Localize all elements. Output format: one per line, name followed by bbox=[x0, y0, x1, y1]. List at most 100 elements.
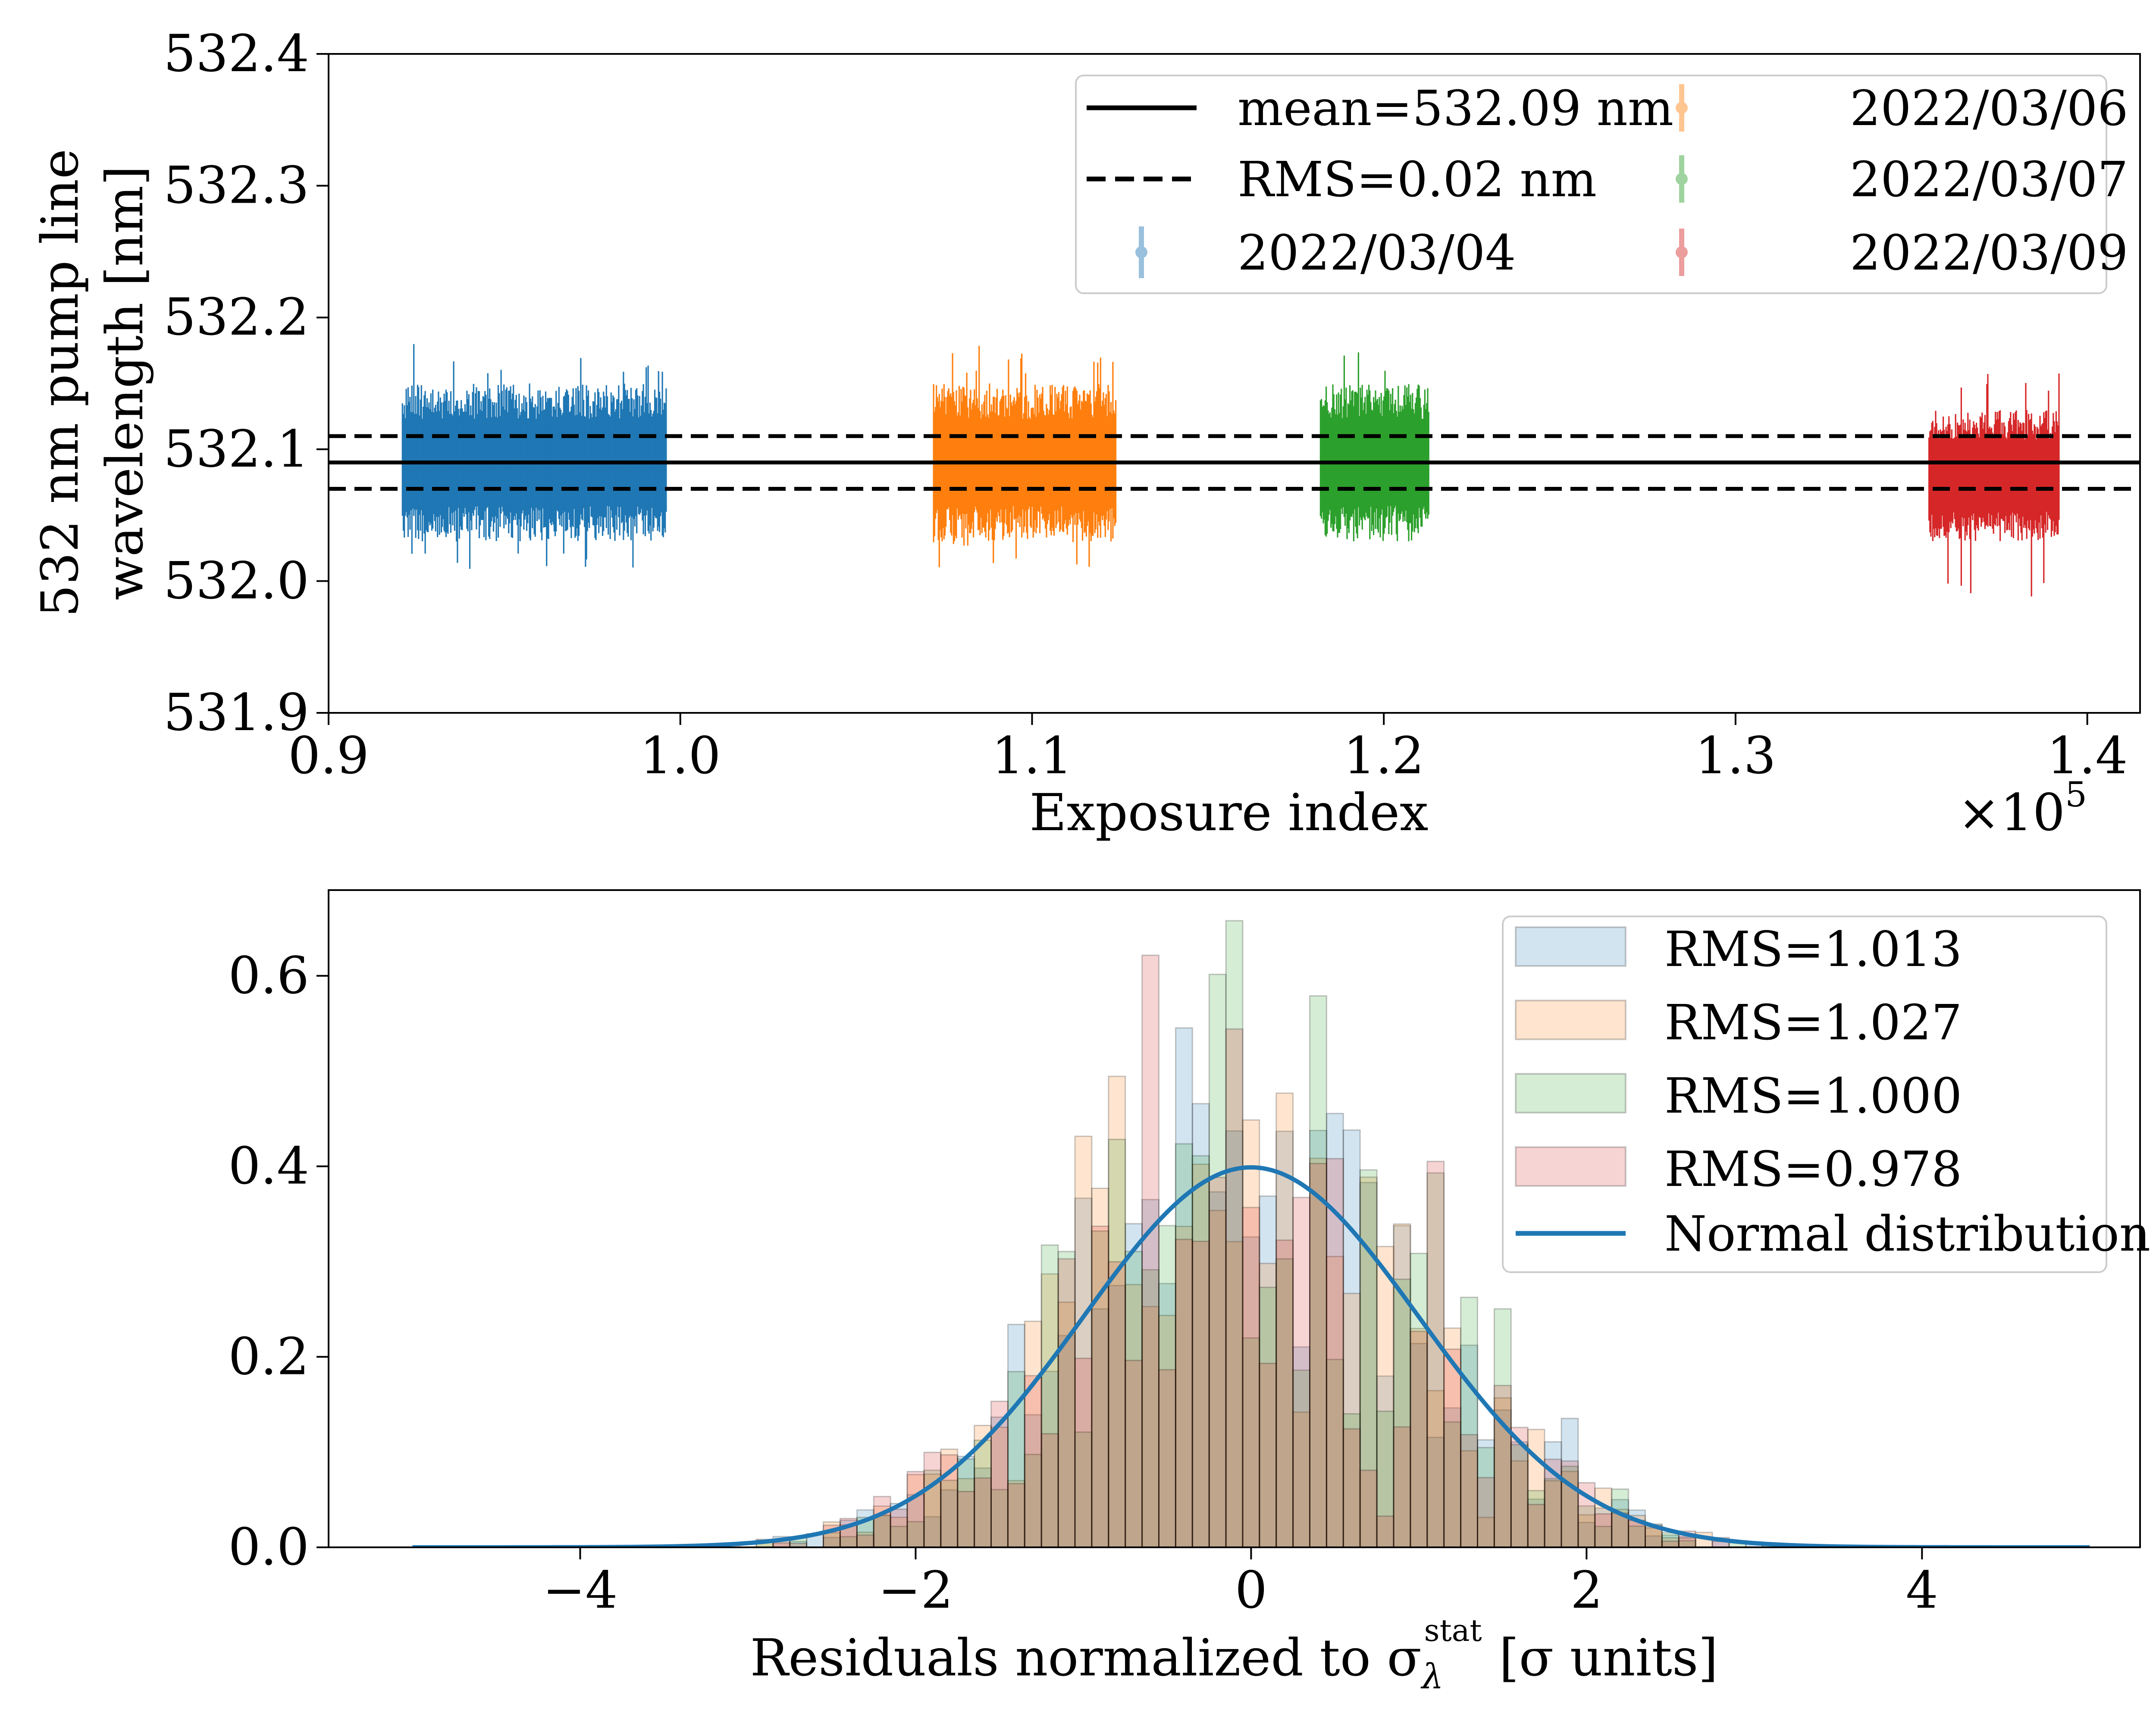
histogram-bar bbox=[1561, 1460, 1579, 1547]
histogram-bar bbox=[1191, 1103, 1210, 1547]
histogram-bar bbox=[772, 1542, 791, 1547]
histogram-bar bbox=[1426, 1172, 1445, 1547]
histogram-bar bbox=[1125, 1223, 1143, 1547]
series-2022-03-09 bbox=[1928, 373, 2060, 597]
histogram-bar bbox=[1074, 1135, 1093, 1547]
histogram-bar bbox=[957, 1458, 975, 1547]
y-tick-label: 0.2 bbox=[228, 1327, 309, 1386]
histogram-bar bbox=[1141, 1199, 1160, 1547]
y-tick-label: 532.1 bbox=[163, 419, 309, 479]
histogram-bar bbox=[1275, 1092, 1294, 1547]
legend-normal-label: Normal distribution bbox=[1664, 1206, 2150, 1262]
histogram-bar bbox=[1527, 1429, 1545, 1547]
x-tick-label: 1.2 bbox=[1343, 726, 1424, 785]
histogram-bar bbox=[1342, 1129, 1361, 1547]
x-tick-label: 2 bbox=[1570, 1560, 1603, 1620]
histogram-bar bbox=[1594, 1507, 1613, 1547]
histogram-bar bbox=[906, 1474, 925, 1547]
top-axes-frame bbox=[328, 53, 2141, 714]
histogram-bar bbox=[1443, 1421, 1462, 1547]
histogram-bar bbox=[1259, 1286, 1277, 1547]
histogram-bar bbox=[1393, 1278, 1411, 1547]
histogram-bar bbox=[1426, 1390, 1445, 1547]
histogram-bar bbox=[1040, 1244, 1059, 1547]
y-tick-label: 0.4 bbox=[228, 1136, 309, 1196]
histogram-bar bbox=[1628, 1525, 1646, 1547]
y-tick-label: 532.4 bbox=[163, 24, 309, 83]
y-tick-label: 532.2 bbox=[163, 287, 309, 347]
histogram-bar bbox=[873, 1514, 891, 1547]
legend-series-2-marker bbox=[1676, 155, 1688, 203]
histogram-bar bbox=[1242, 1337, 1260, 1547]
histogram-bar bbox=[1326, 1256, 1344, 1547]
top-y-label-line-1: 532 nm pump line bbox=[30, 149, 90, 617]
top-x-axis-label: Exposure index bbox=[1029, 783, 1428, 842]
histogram-bar bbox=[1057, 1251, 1076, 1547]
histogram-bar bbox=[1007, 1483, 1025, 1547]
histogram-bar bbox=[1594, 1487, 1613, 1547]
histogram-bar bbox=[1410, 1342, 1428, 1547]
histogram-bar bbox=[1091, 1308, 1109, 1547]
histogram-bar bbox=[1477, 1439, 1495, 1547]
x-tick-label: 0.9 bbox=[288, 726, 369, 785]
histogram-bar bbox=[1493, 1385, 1512, 1547]
top-legend: mean=532.09 nm RMS=0.02 nm 2022/03/04 20… bbox=[1075, 75, 2128, 294]
histogram-bar bbox=[839, 1536, 858, 1547]
histogram-bar bbox=[974, 1440, 992, 1547]
histogram-bar bbox=[1443, 1349, 1462, 1547]
histogram-bar bbox=[1527, 1504, 1545, 1547]
histogram-bar bbox=[1359, 1176, 1378, 1547]
normal-distribution-curve bbox=[412, 1165, 2090, 1547]
top-panel: 0.9 1.0 1.1 1.2 1.3 1.4 531.9532.0532.1532.25… bbox=[30, 24, 2141, 842]
bottom-legend-frame bbox=[1502, 916, 2107, 1273]
bottom-panel: −4 −2 0 2 4 0.0 0.2 0.4 0.6 Residuals normalize… bbox=[228, 889, 2150, 1697]
legend-series-3-label: 2022/03/09 bbox=[1850, 225, 2128, 281]
histogram-bar bbox=[1309, 995, 1327, 1547]
histogram-bar bbox=[1544, 1478, 1562, 1547]
histogram-bar bbox=[1175, 1027, 1193, 1547]
histogram-bar bbox=[1477, 1477, 1495, 1547]
histogram-bar bbox=[1108, 1261, 1126, 1547]
legend-series-1-label: 2022/03/06 bbox=[1850, 81, 2128, 137]
histogram-bar bbox=[1410, 1330, 1428, 1547]
histogram-bar bbox=[1040, 1433, 1059, 1547]
histogram-bar bbox=[1225, 1130, 1244, 1547]
histogram-bar bbox=[1191, 1240, 1210, 1547]
bottom-y-axis: 0.0 0.2 0.4 0.6 bbox=[228, 946, 329, 1577]
histogram-bar bbox=[974, 1477, 992, 1547]
histogram-bar bbox=[1410, 1328, 1428, 1547]
histogram-bar bbox=[1527, 1498, 1545, 1547]
histogram-bar bbox=[1074, 1358, 1093, 1547]
histogram-bar bbox=[1108, 1076, 1126, 1547]
histogram-bar bbox=[923, 1516, 942, 1547]
histogram-bar bbox=[1057, 1258, 1076, 1547]
y-tick-label: 0.0 bbox=[228, 1517, 309, 1577]
histogram-bar bbox=[940, 1480, 959, 1547]
histogram-bar bbox=[1007, 1324, 1025, 1547]
histogram-bar bbox=[890, 1525, 908, 1547]
y-tick-label: 532.0 bbox=[163, 551, 309, 610]
histogram-RMS=1.000 bbox=[755, 920, 1780, 1547]
histogram-bar bbox=[890, 1509, 908, 1547]
legend-series-3-marker bbox=[1676, 229, 1688, 276]
histogram-bar bbox=[1645, 1527, 1663, 1547]
histogram-bar bbox=[1125, 1360, 1143, 1547]
histogram-bar bbox=[1091, 1225, 1109, 1547]
histogram-bar bbox=[1393, 1426, 1411, 1547]
histogram-bar bbox=[1141, 1269, 1160, 1547]
histogram-bar bbox=[1342, 1292, 1361, 1547]
histogram-bar bbox=[1057, 1335, 1076, 1547]
histogram-bar bbox=[1376, 1411, 1395, 1547]
legend-hist-3-swatch bbox=[1515, 1146, 1626, 1187]
reference-lines bbox=[329, 434, 2140, 491]
histogram-bar bbox=[1191, 1155, 1210, 1547]
histogram-bar bbox=[1175, 1239, 1193, 1547]
histogram-bar bbox=[1158, 1314, 1176, 1547]
histogram-bar bbox=[1393, 1223, 1411, 1547]
histogram-bar bbox=[1007, 1480, 1025, 1547]
top-x-offset-label: ×105 bbox=[1958, 775, 2087, 842]
bottom-axes-frame bbox=[328, 889, 2141, 1548]
histogram-bar bbox=[990, 1489, 1009, 1547]
legend-hist-3-label: RMS=0.978 bbox=[1664, 1142, 1962, 1198]
